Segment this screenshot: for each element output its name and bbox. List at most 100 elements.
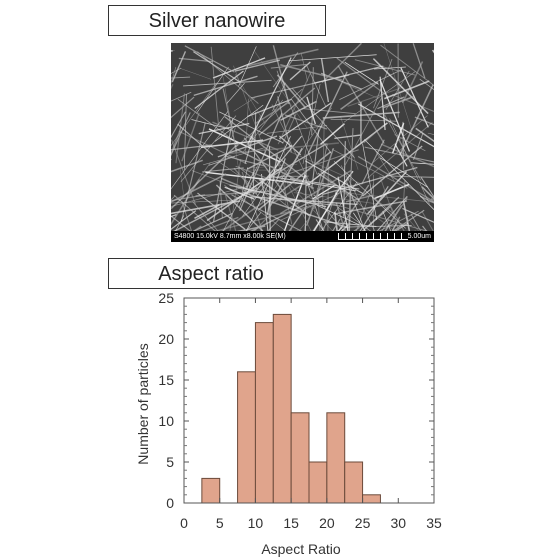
nanowire-strand bbox=[279, 102, 332, 140]
nanowire-strand bbox=[277, 72, 312, 145]
nanowire-strand bbox=[344, 61, 379, 85]
sem-image-title: Silver nanowire bbox=[108, 5, 326, 36]
nanowire-strand bbox=[219, 180, 223, 218]
nanowire-strand bbox=[203, 147, 263, 166]
nanowire-strand bbox=[173, 194, 216, 231]
nanowire-strand bbox=[415, 127, 434, 143]
nanowire-strand bbox=[246, 136, 291, 231]
nanowire-strand bbox=[339, 69, 403, 100]
nanowire-strand bbox=[340, 116, 359, 170]
y-tick-label: 0 bbox=[166, 495, 174, 511]
nanowire-strand bbox=[301, 53, 308, 82]
nanowire-strand bbox=[345, 194, 373, 203]
x-tick-label: 15 bbox=[283, 515, 299, 531]
histogram-bar-9 bbox=[362, 494, 381, 504]
nanowire-strand bbox=[234, 147, 315, 189]
nanowire-strand bbox=[224, 127, 236, 158]
nanowire-strand bbox=[184, 45, 235, 73]
nanowire-strand bbox=[325, 201, 429, 231]
sem-scale-bar bbox=[338, 233, 408, 240]
histogram-bar-3 bbox=[254, 322, 274, 504]
histogram-bar-7 bbox=[326, 412, 346, 504]
nanowire-strand bbox=[288, 182, 333, 231]
nanowire-strand bbox=[171, 96, 195, 119]
nanowire-strand bbox=[194, 70, 244, 109]
nanowire-strand bbox=[313, 194, 345, 231]
nanowire-strand bbox=[171, 200, 241, 215]
histogram-bar-6 bbox=[308, 461, 328, 504]
nanowire-strand bbox=[336, 57, 389, 98]
nanowire-strand bbox=[379, 157, 429, 188]
nanowire-strand bbox=[212, 57, 266, 79]
nanowire-strand bbox=[298, 217, 311, 231]
sem-info-bar: S4800 15.0kV 8.7mm x8.00k SE(M) 5.00um bbox=[171, 231, 434, 242]
nanowire-strand bbox=[382, 210, 392, 231]
nanowire-strand bbox=[171, 210, 197, 231]
nanowire-strand bbox=[191, 170, 251, 193]
nanowire-strand bbox=[374, 183, 410, 200]
nanowire-strand bbox=[213, 204, 316, 231]
nanowire-strand bbox=[381, 218, 390, 231]
nanowire-strand bbox=[180, 68, 212, 80]
nanowire-strand bbox=[343, 97, 383, 168]
nanowire-strand bbox=[363, 124, 384, 144]
nanowire-strand bbox=[208, 155, 236, 166]
nanowire-strand bbox=[390, 206, 405, 231]
nanowire-strand bbox=[250, 74, 350, 99]
nanowire-strand bbox=[330, 118, 398, 122]
nanowire-strand bbox=[421, 186, 434, 200]
y-tick-label: 25 bbox=[158, 290, 174, 306]
x-tick-label: 30 bbox=[390, 515, 406, 531]
nanowire-strand bbox=[361, 139, 385, 185]
nanowire-strand bbox=[371, 115, 428, 165]
nanowire-strand bbox=[222, 165, 259, 231]
nanowire-strand bbox=[229, 159, 242, 231]
nanowire-strand bbox=[277, 96, 292, 153]
nanowire-strand bbox=[303, 172, 324, 231]
nanowire-strand bbox=[237, 166, 293, 211]
nanowire-strand bbox=[217, 160, 270, 198]
histogram-bar-8 bbox=[344, 461, 364, 504]
nanowire-strand bbox=[345, 192, 434, 203]
nanowire-strand bbox=[334, 134, 361, 140]
nanowire-strand bbox=[384, 204, 402, 231]
nanowire-strand bbox=[234, 59, 280, 72]
nanowire-strand bbox=[171, 144, 212, 151]
sem-micrograph: S4800 15.0kV 8.7mm x8.00k SE(M) 5.00um bbox=[171, 43, 434, 242]
nanowire-strand bbox=[171, 111, 229, 190]
nanowire-strand bbox=[171, 215, 192, 231]
nanowire-strand bbox=[373, 174, 374, 231]
nanowire-strand bbox=[171, 194, 206, 202]
nanowire-strand bbox=[399, 84, 434, 156]
nanowire-strand bbox=[364, 146, 434, 163]
nanowire-strand bbox=[375, 151, 395, 182]
plot-frame bbox=[183, 297, 435, 504]
nanowire-strand bbox=[373, 66, 406, 70]
nanowire-strand bbox=[315, 219, 325, 231]
nanowire-strand bbox=[245, 98, 249, 155]
nanowire-strand bbox=[247, 57, 292, 145]
x-tick-label: 35 bbox=[426, 515, 442, 531]
nanowire-strand bbox=[186, 162, 211, 196]
nanowire-strand bbox=[314, 65, 384, 84]
nanowire-strand bbox=[180, 122, 206, 222]
nanowire-strand bbox=[276, 74, 306, 109]
nanowire-strand bbox=[391, 216, 401, 231]
histogram-title-text: Aspect ratio bbox=[158, 262, 264, 285]
nanowire-strand bbox=[244, 135, 254, 165]
nanowire-strand bbox=[253, 213, 271, 231]
x-axis-ticks: 0 5 10 15 20 25 30 35 bbox=[180, 298, 442, 531]
nanowire-strand bbox=[334, 211, 338, 231]
nanowire-strand bbox=[177, 98, 238, 144]
nanowire-strand bbox=[320, 182, 358, 231]
nanowire-strand bbox=[292, 88, 355, 158]
nanowire-strand bbox=[322, 122, 325, 209]
nanowire-strand bbox=[247, 144, 293, 170]
sem-info-text: S4800 15.0kV 8.7mm x8.00k SE(M) bbox=[174, 233, 286, 240]
nanowire-strand bbox=[279, 199, 338, 206]
nanowire-strand bbox=[392, 209, 425, 231]
nanowire-strand bbox=[242, 173, 274, 217]
nanowire-strand bbox=[223, 184, 287, 231]
nanowire-strand bbox=[226, 82, 245, 104]
nanowire-strand bbox=[254, 51, 308, 129]
